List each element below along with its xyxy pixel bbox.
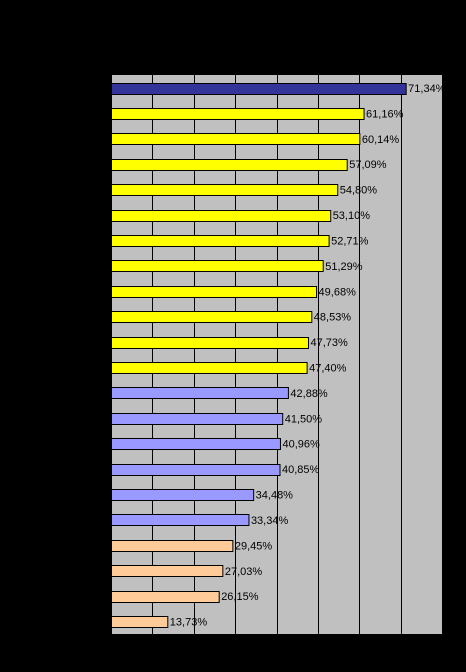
bar-value-label: 13,73% (170, 617, 208, 629)
bar (111, 286, 318, 298)
bar (111, 438, 281, 450)
bar-value-label: 42,88% (290, 388, 328, 400)
bar (111, 133, 361, 145)
bar (111, 540, 234, 552)
bar (111, 489, 255, 501)
bar (111, 108, 365, 120)
bar-value-label: 61,16% (366, 108, 404, 120)
bar (111, 591, 220, 603)
bar-value-label: 57,09% (349, 159, 387, 171)
bar (111, 311, 313, 323)
bar (111, 184, 339, 196)
bar-value-label: 60,14% (362, 134, 400, 146)
bar-value-label: 52,71% (331, 235, 369, 247)
bar-value-label: 29,45% (235, 540, 273, 552)
bar-value-label: 33,34% (251, 515, 289, 527)
bar-value-label: 51,29% (325, 261, 363, 273)
bar (111, 616, 169, 628)
bar (111, 565, 224, 577)
bar-value-label: 47,40% (309, 363, 347, 375)
bar (111, 514, 250, 526)
bar (111, 235, 330, 247)
bar-value-label: 47,73% (310, 337, 348, 349)
bar (111, 260, 324, 272)
bar-value-label: 49,68% (319, 286, 357, 298)
bar (111, 413, 284, 425)
data-labels: 71,34% 61,16% 60,14% 57,09% 54,80% 53,10% 52,7… (170, 83, 446, 629)
bar-value-label: 48,53% (314, 312, 352, 324)
bars (111, 83, 407, 628)
bar-value-label: 54,80% (340, 185, 378, 197)
bar-value-label: 40,85% (282, 464, 320, 476)
bar (111, 464, 281, 476)
bar (111, 210, 332, 222)
bar (111, 362, 308, 374)
bar-value-label: 27,03% (225, 566, 263, 578)
bar-value-label: 34,48% (256, 490, 294, 502)
bar-value-label: 41,50% (285, 413, 323, 425)
bar (111, 387, 289, 399)
bar-value-label: 53,10% (333, 210, 371, 222)
bar-value-label: 71,34% (408, 83, 446, 95)
bar (111, 83, 407, 95)
bar-value-label: 40,96% (282, 439, 320, 451)
bar (111, 159, 348, 171)
bar-value-label: 26,15% (221, 591, 259, 603)
bar (111, 337, 309, 349)
